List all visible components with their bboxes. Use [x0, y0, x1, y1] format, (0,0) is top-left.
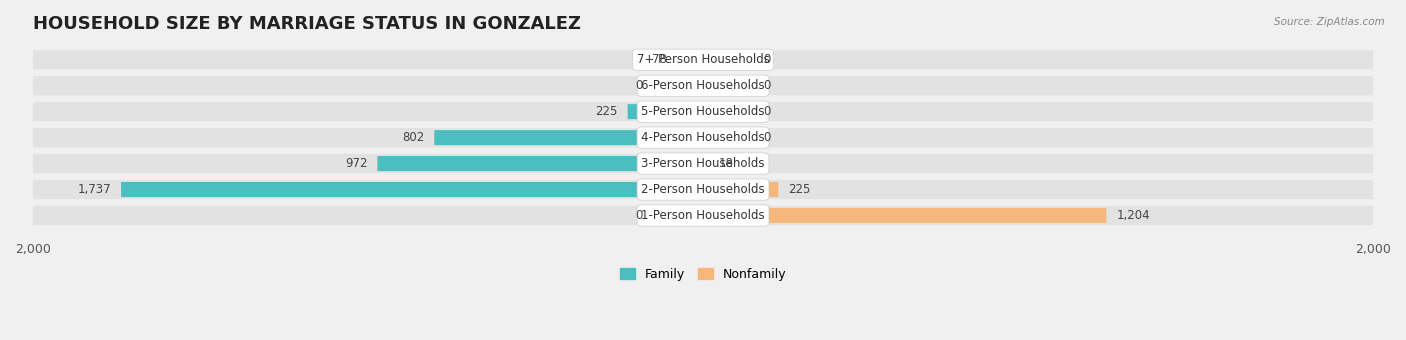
Text: 0: 0 [763, 53, 770, 66]
FancyBboxPatch shape [377, 156, 703, 171]
FancyBboxPatch shape [434, 130, 703, 145]
Text: 4-Person Households: 4-Person Households [641, 131, 765, 144]
FancyBboxPatch shape [703, 208, 1107, 223]
FancyBboxPatch shape [676, 52, 703, 67]
FancyBboxPatch shape [703, 182, 779, 197]
FancyBboxPatch shape [32, 50, 1374, 69]
Text: 0: 0 [763, 131, 770, 144]
Text: 0: 0 [763, 105, 770, 118]
Text: 225: 225 [789, 183, 811, 196]
Text: HOUSEHOLD SIZE BY MARRIAGE STATUS IN GONZALEZ: HOUSEHOLD SIZE BY MARRIAGE STATUS IN GON… [32, 15, 581, 33]
FancyBboxPatch shape [32, 180, 1374, 199]
Text: 0: 0 [636, 79, 643, 92]
Legend: Family, Nonfamily: Family, Nonfamily [614, 263, 792, 286]
Text: 6-Person Households: 6-Person Households [641, 79, 765, 92]
FancyBboxPatch shape [32, 154, 1374, 173]
Text: 225: 225 [595, 105, 617, 118]
FancyBboxPatch shape [32, 128, 1374, 147]
Text: 78: 78 [652, 53, 666, 66]
FancyBboxPatch shape [32, 206, 1374, 225]
Text: 18: 18 [718, 157, 734, 170]
Text: 0: 0 [636, 209, 643, 222]
FancyBboxPatch shape [703, 156, 709, 171]
Text: Source: ZipAtlas.com: Source: ZipAtlas.com [1274, 17, 1385, 27]
Text: 1,204: 1,204 [1116, 209, 1150, 222]
FancyBboxPatch shape [627, 104, 703, 119]
Text: 0: 0 [763, 79, 770, 92]
Text: 2-Person Households: 2-Person Households [641, 183, 765, 196]
Text: 1,737: 1,737 [77, 183, 111, 196]
Text: 802: 802 [402, 131, 425, 144]
Text: 972: 972 [344, 157, 367, 170]
Text: 1-Person Households: 1-Person Households [641, 209, 765, 222]
FancyBboxPatch shape [32, 102, 1374, 121]
Text: 7+ Person Households: 7+ Person Households [637, 53, 769, 66]
Text: 5-Person Households: 5-Person Households [641, 105, 765, 118]
FancyBboxPatch shape [121, 182, 703, 197]
Text: 3-Person Households: 3-Person Households [641, 157, 765, 170]
FancyBboxPatch shape [32, 76, 1374, 95]
